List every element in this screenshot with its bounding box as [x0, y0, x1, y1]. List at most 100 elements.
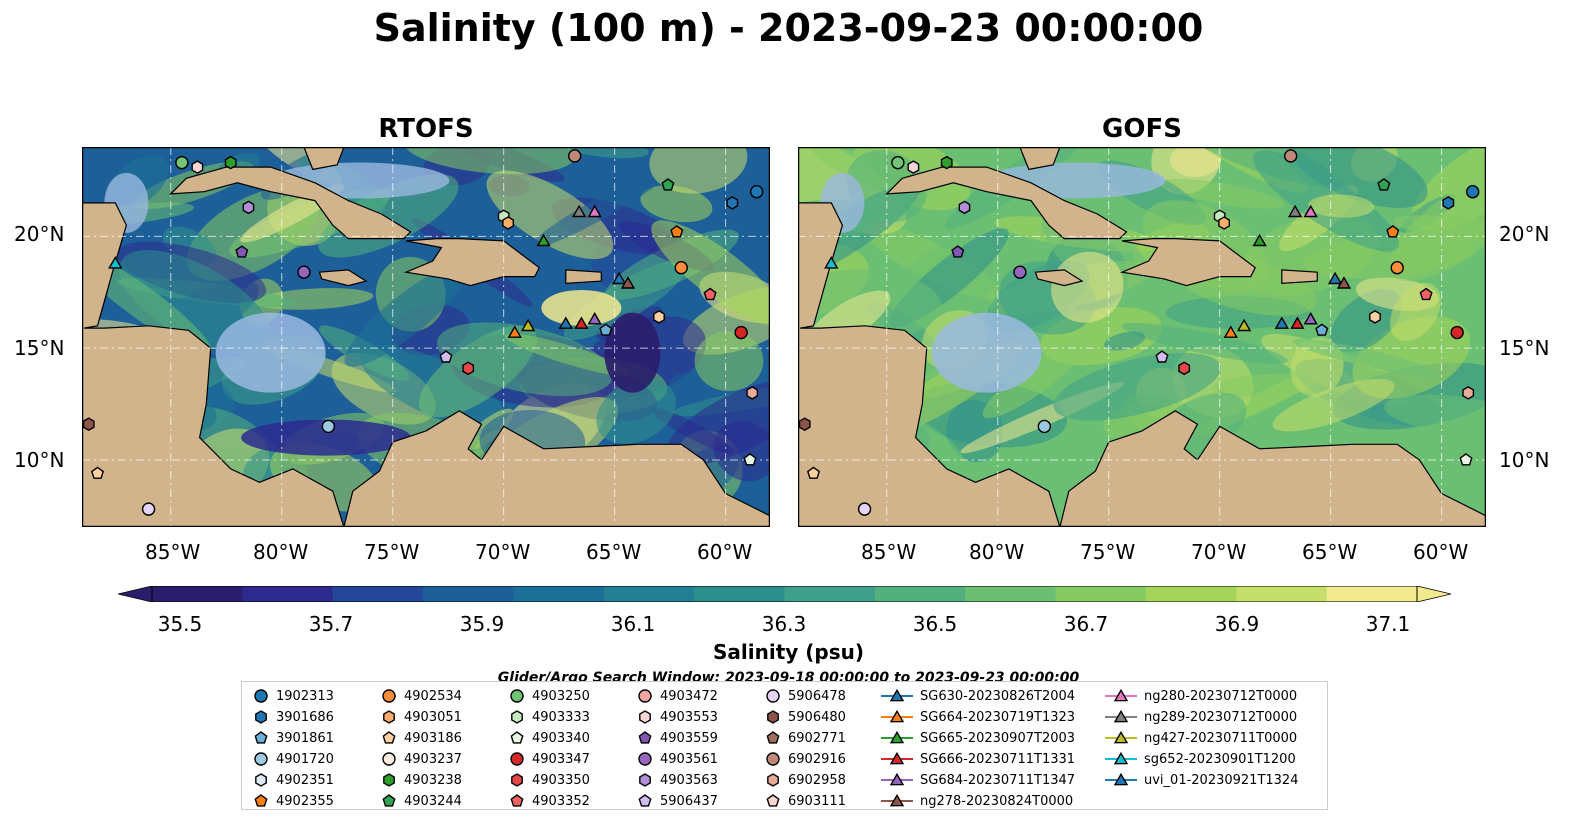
legend-item: 4903237: [380, 749, 462, 769]
colorbar-segment: [423, 586, 514, 602]
legend-label: 4903563: [660, 772, 718, 788]
legend-label: uvi_01-20230921T1324: [1144, 772, 1299, 788]
legend-marker: [889, 730, 905, 744]
colorbar-frame: [151, 586, 1418, 602]
salinity-blob: [596, 378, 676, 445]
float-marker: [1218, 216, 1230, 230]
panel-title-rtofs: RTOFS: [378, 114, 474, 144]
figure-title: Salinity (100 m) - 2023-09-23 00:00:00: [373, 6, 1204, 50]
float-marker: [734, 325, 748, 340]
colorbar: [118, 586, 1451, 602]
salinity-blob: [604, 312, 661, 393]
colorbar-segment: [1145, 586, 1237, 602]
float-marker: [1336, 276, 1352, 289]
legend-marker: [510, 689, 524, 703]
x-tick-label: 85°W: [861, 540, 917, 564]
legend-marker-icon: [383, 710, 395, 724]
legend-marker-icon: [881, 709, 913, 723]
salinity-blob: [640, 185, 713, 223]
float-marker: [951, 245, 965, 258]
salinity-blob: [344, 264, 468, 367]
legend-label: 4903472: [660, 688, 718, 704]
legend-marker: [639, 710, 651, 724]
x-tick-label: 75°W: [364, 540, 420, 564]
legend: 1902313 3901686 3901861 4901720 4902351 49023…: [241, 681, 1328, 810]
colorbar-segment: [242, 586, 334, 602]
legend-marker: [889, 772, 905, 786]
float-marker: [1223, 325, 1238, 338]
salinity-blob: [1292, 338, 1440, 377]
x-tick-label: 60°W: [697, 540, 753, 564]
y-tick-label: 15°N: [14, 336, 65, 360]
map-frame: [797, 146, 1487, 528]
legend-marker: [382, 794, 396, 807]
colorbar-segment: [784, 586, 876, 602]
legend-marker: [767, 773, 779, 787]
legend-marker: [766, 794, 780, 807]
legend-item: 6902771: [764, 728, 846, 748]
colorbar-tick-label: 35.5: [157, 612, 203, 636]
legend-item: 4903563: [636, 770, 718, 790]
float-marker: [502, 216, 514, 230]
legend-label: 6902958: [788, 772, 846, 788]
float-marker: [587, 311, 602, 325]
float-marker: [1419, 287, 1433, 301]
legend-label: 4903559: [660, 730, 718, 746]
legend-item: SG665-20230907T2003: [880, 728, 1075, 748]
legend-item: uvi_01-20230921T1324: [1104, 770, 1298, 790]
legend-label: 1902313: [276, 688, 334, 704]
legend-marker-icon: [881, 751, 913, 765]
float-marker: [507, 325, 522, 338]
legend-item: ng427-20230711T0000: [1104, 728, 1297, 748]
legend-marker: [383, 710, 395, 724]
colorbar-extend-high: [1416, 586, 1451, 602]
legend-item: SG630-20230826T2004: [880, 686, 1075, 706]
salinity-blob: [541, 289, 622, 326]
legend-label: ng289-20230712T0000: [1144, 709, 1298, 725]
legend-item: 4903186: [380, 728, 462, 748]
salinity-blob: [1051, 251, 1124, 323]
landmass: [565, 269, 602, 285]
legend-marker: [510, 731, 524, 744]
legend-item: 4902534: [380, 686, 462, 706]
legend-label: ng427-20230711T0000: [1144, 730, 1298, 746]
float-marker: [520, 318, 536, 332]
legend-item: 4903350: [508, 770, 590, 790]
legend-label: 3901861: [276, 730, 334, 746]
legend-marker: [511, 710, 523, 724]
legend-marker-icon: [639, 710, 651, 724]
landmass: [885, 166, 1128, 240]
legend-marker: [638, 752, 652, 766]
float-marker: [82, 417, 95, 432]
float-marker: [558, 316, 574, 329]
legend-label: 6903111: [788, 793, 846, 809]
legend-label: 5906478: [788, 688, 846, 704]
colorbar-segment: [603, 586, 695, 602]
landmass: [1281, 269, 1318, 285]
salinity-blob: [437, 322, 613, 397]
salinity-blob: [694, 330, 764, 392]
legend-marker-icon: [1105, 772, 1137, 786]
landmass: [169, 166, 412, 240]
legend-label: sg652-20230901T1200: [1144, 751, 1296, 767]
float-marker: [661, 178, 675, 191]
legend-label: 4902355: [276, 793, 334, 809]
legend-marker-icon: [638, 689, 652, 703]
legend-item: 4902355: [252, 791, 334, 811]
colorbar-segment: [965, 586, 1057, 602]
legend-marker-icon: [881, 793, 913, 807]
legend-item: 4903250: [508, 686, 590, 706]
legend-marker-icon: [881, 688, 913, 702]
float-marker: [726, 196, 739, 210]
colorbar-segment: [1055, 586, 1147, 602]
legend-item: 6902916: [764, 749, 846, 769]
colorbar-tick-label: 35.9: [459, 612, 505, 636]
float-marker: [224, 155, 237, 170]
colorbar-segment: [1236, 586, 1328, 602]
gridlines: [798, 147, 1486, 527]
colorbar-tick-label: 36.7: [1063, 612, 1109, 636]
float-marker: [567, 149, 582, 163]
legend-marker: [638, 731, 652, 744]
legend-marker-icon: [1105, 709, 1137, 723]
float-marker: [1369, 310, 1381, 324]
